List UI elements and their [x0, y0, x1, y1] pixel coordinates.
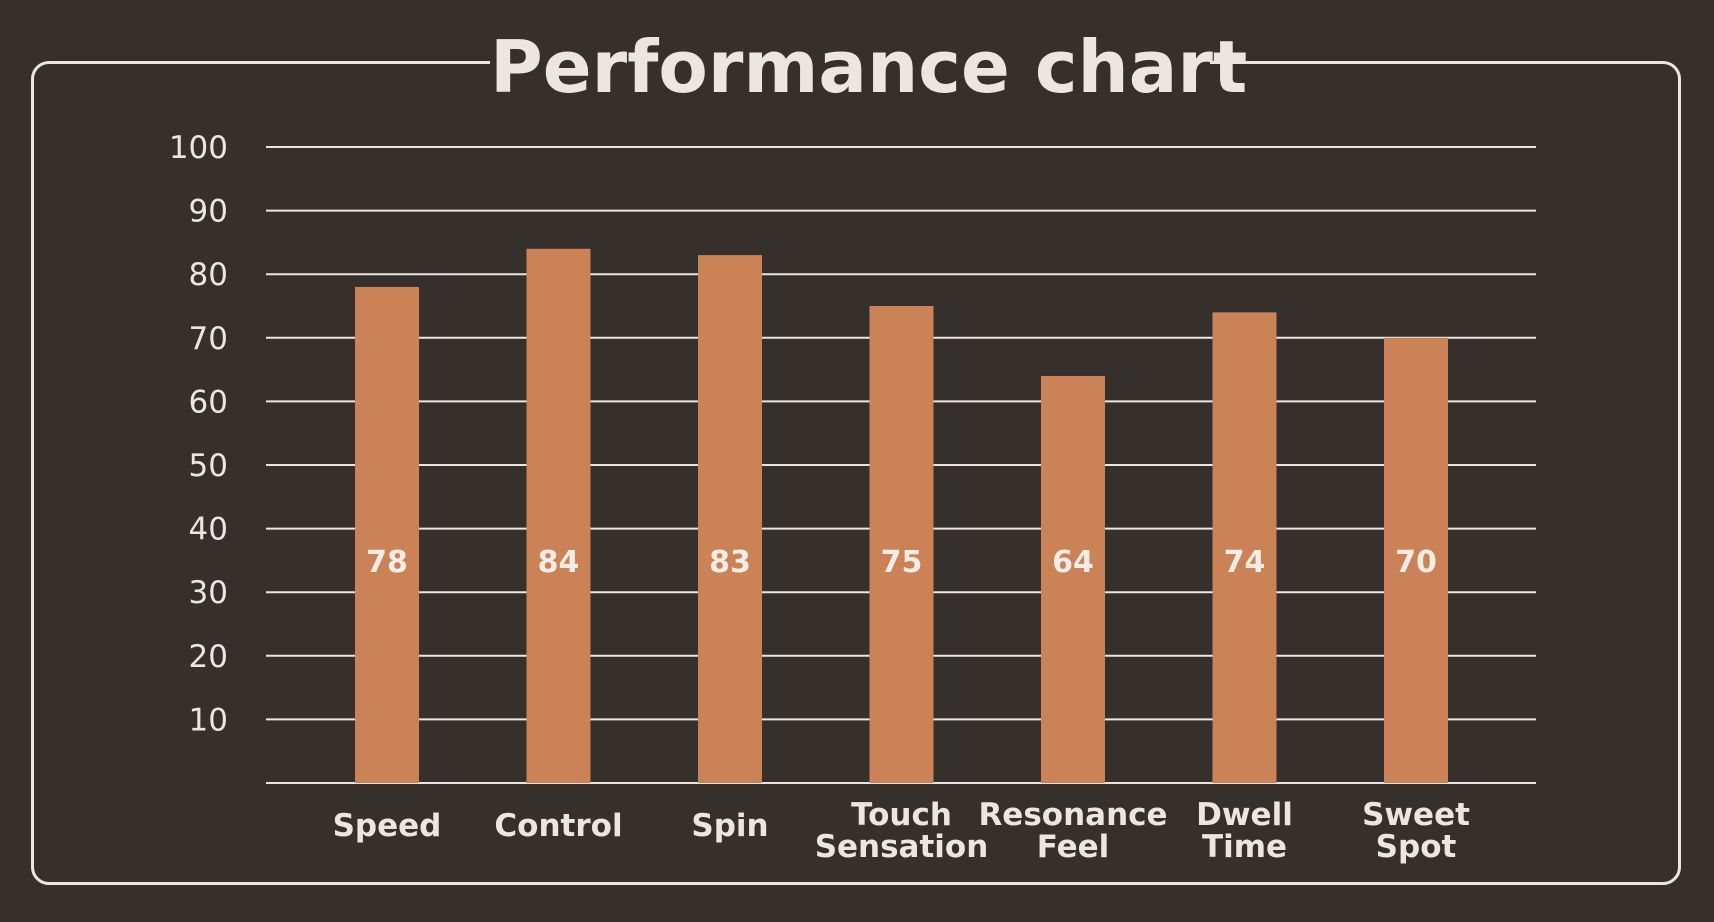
x-category-label-1: Control [494, 808, 622, 844]
x-category-label-6: Sweet Spot [1362, 797, 1470, 865]
y-tick-label-20: 20 [189, 639, 228, 675]
y-tick-label-80: 80 [189, 257, 228, 293]
y-tick-label-50: 50 [189, 448, 228, 484]
y-tick-label-10: 10 [189, 702, 228, 738]
bar-0 [355, 286, 419, 783]
y-tick-label-70: 70 [189, 321, 228, 357]
y-tick-label-40: 40 [189, 512, 228, 548]
chart-title: Performance chart [490, 22, 1247, 112]
bar-value-label-6: 70 [1395, 545, 1437, 580]
bar-value-label-2: 83 [709, 545, 751, 580]
bar-value-label-5: 74 [1224, 545, 1266, 580]
x-category-label-0: Speed [333, 808, 442, 844]
bar-value-label-4: 64 [1052, 545, 1094, 580]
y-tick-label-90: 90 [189, 194, 228, 230]
bar-3 [869, 306, 934, 783]
bar-6 [1384, 337, 1448, 783]
bar-1 [526, 248, 591, 783]
bar-value-label-1: 84 [538, 545, 580, 580]
x-category-label-5: Dwell Time [1196, 797, 1293, 865]
x-category-label-3: Touch Sensation [815, 797, 989, 865]
bar-value-label-0: 78 [366, 545, 408, 580]
y-tick-label-100: 100 [169, 130, 228, 166]
y-tick-label-60: 60 [189, 384, 228, 420]
x-category-label-2: Spin [691, 808, 768, 844]
y-tick-label-30: 30 [189, 575, 228, 611]
bar-4 [1041, 375, 1105, 783]
bar-2 [698, 255, 762, 783]
bar-value-label-3: 75 [881, 545, 923, 580]
bar-5 [1212, 312, 1277, 783]
x-category-label-4: Resonance Feel [978, 797, 1167, 865]
